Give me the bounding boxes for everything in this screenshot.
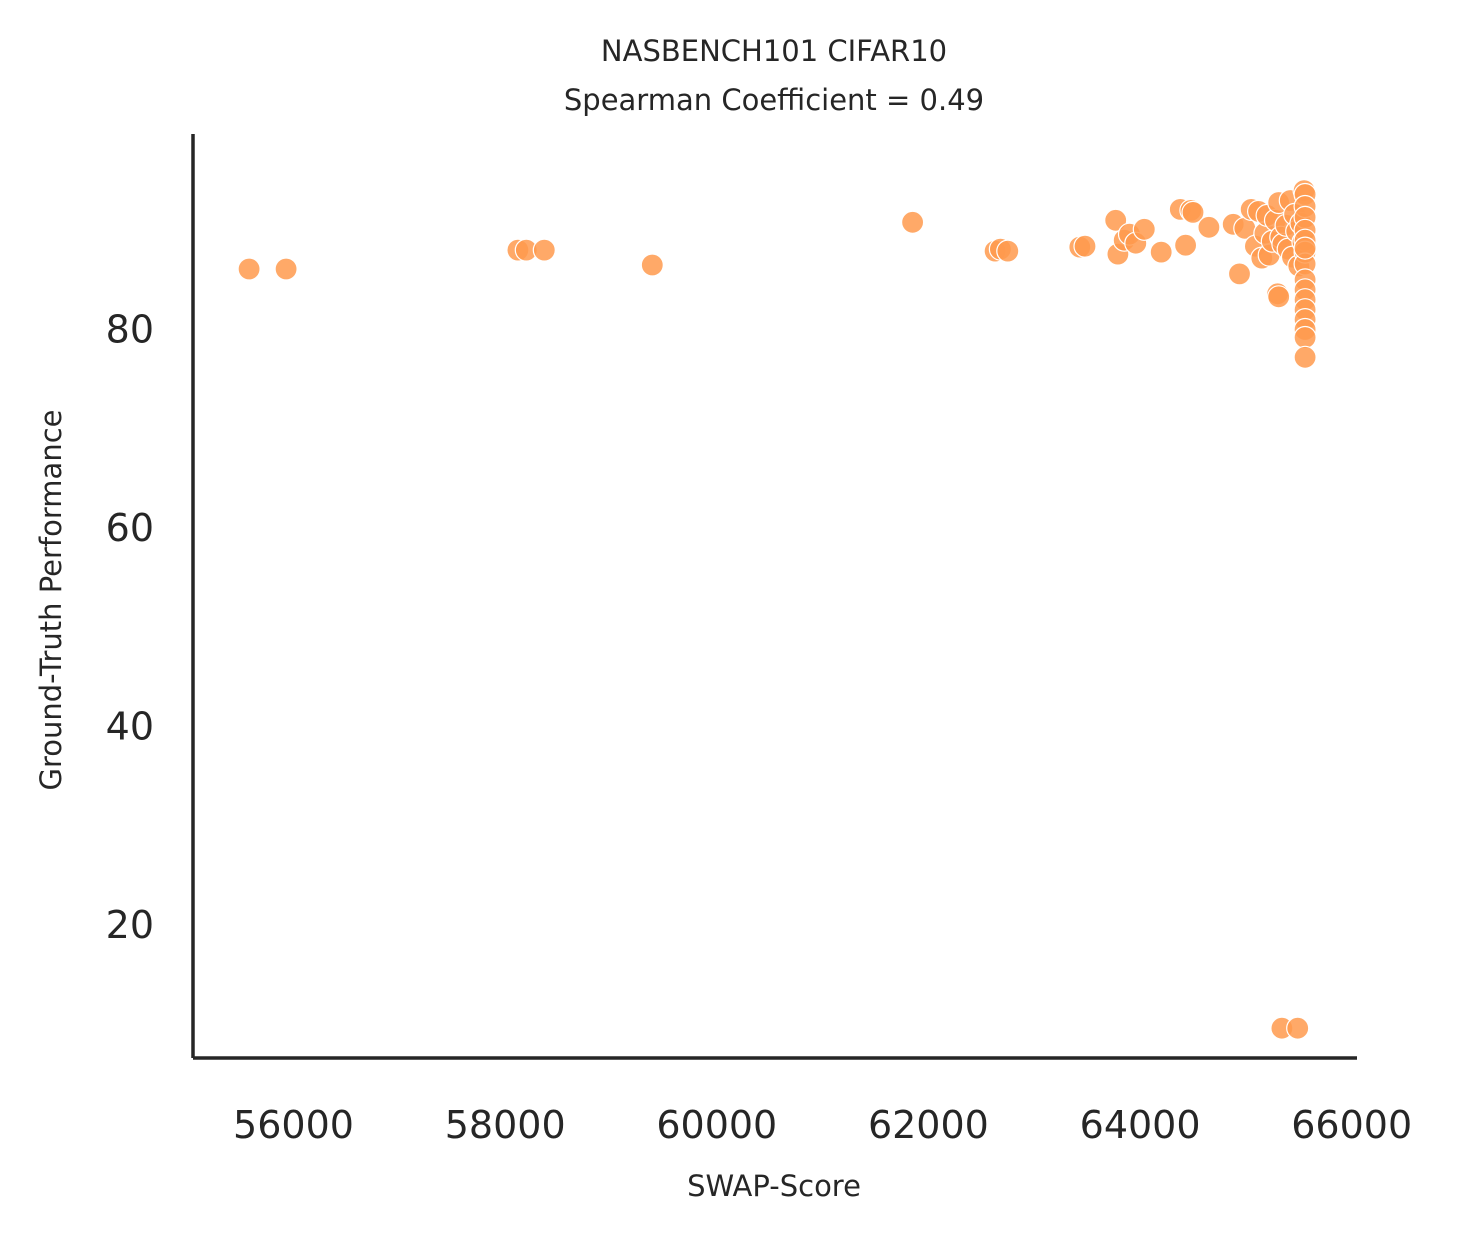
x-tick-label: 60000 xyxy=(656,1103,777,1147)
data-point xyxy=(1173,233,1198,257)
data-point xyxy=(1227,262,1252,286)
data-point xyxy=(1267,285,1291,309)
chart-title: NASBENCH101 CIFAR10 xyxy=(601,34,947,68)
data-points xyxy=(237,179,1317,1040)
x-tick-label: 56000 xyxy=(233,1103,354,1147)
data-point xyxy=(237,257,261,281)
data-point xyxy=(1149,240,1173,264)
y-ticks: 20 40 60 80 xyxy=(106,308,154,948)
data-point xyxy=(1293,325,1317,350)
x-tick-label: 64000 xyxy=(1080,1103,1201,1147)
data-point xyxy=(1132,217,1156,241)
data-point xyxy=(1286,1016,1310,1040)
data-point xyxy=(1293,236,1317,260)
chart-subtitle: Spearman Coefficient = 0.49 xyxy=(564,83,984,117)
x-ticks: 56000 58000 60000 62000 64000 66000 xyxy=(233,1103,1412,1147)
x-tick-label: 58000 xyxy=(445,1103,566,1147)
y-tick-label: 20 xyxy=(106,903,154,947)
data-point xyxy=(1073,234,1097,258)
x-axis-label: SWAP-Score xyxy=(687,1169,861,1203)
data-point xyxy=(1293,345,1317,369)
x-tick-label: 62000 xyxy=(868,1103,989,1147)
y-tick-label: 80 xyxy=(106,308,154,352)
data-point xyxy=(532,238,556,262)
data-point xyxy=(900,210,925,234)
data-point xyxy=(996,239,1020,263)
y-axis-label: Ground-Truth Performance xyxy=(34,410,68,791)
data-point xyxy=(640,253,664,277)
y-tick-label: 40 xyxy=(106,705,154,749)
data-point xyxy=(1104,208,1128,232)
x-tick-label: 66000 xyxy=(1291,1103,1412,1147)
y-tick-label: 60 xyxy=(106,506,154,550)
data-point xyxy=(1181,200,1205,224)
data-point xyxy=(1197,215,1221,239)
data-point xyxy=(274,257,298,281)
